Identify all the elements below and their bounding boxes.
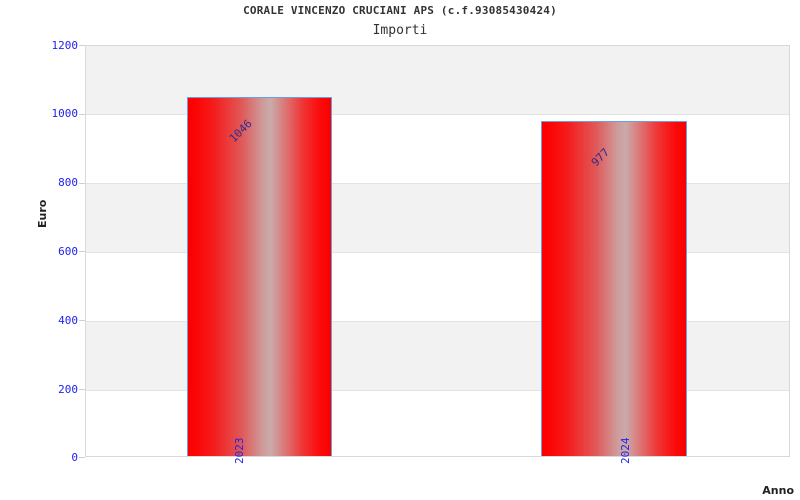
gridline-400 <box>86 321 789 322</box>
y-tick-label-400: 400 <box>58 314 78 327</box>
y-tick-label-0: 0 <box>71 451 78 464</box>
y-tick-label-1000: 1000 <box>51 107 79 120</box>
y-tick-mark-600 <box>79 251 85 252</box>
x-axis-title: Anno <box>762 484 794 497</box>
gridline-600 <box>86 252 789 253</box>
y-tick-mark-1000 <box>79 114 85 115</box>
x-tick-label-2024: 2024 <box>619 437 632 465</box>
y-tick-label-1200: 1200 <box>51 39 79 52</box>
gridline-800 <box>86 183 789 184</box>
y-tick-label-800: 800 <box>58 176 78 189</box>
bar-2024[interactable] <box>541 121 687 456</box>
y-tick-mark-1200 <box>79 45 85 46</box>
chart-subtitle: Importi <box>372 23 428 38</box>
y-tick-mark-0 <box>79 457 85 458</box>
y-axis: 1200 1000 800 600 400 200 0 <box>0 0 79 500</box>
y-tick-mark-200 <box>79 389 85 390</box>
x-tick-label-2023: 2023 <box>233 437 246 465</box>
y-tick-label-200: 200 <box>58 383 78 396</box>
y-tick-label-600: 600 <box>58 245 78 258</box>
bar-2023[interactable] <box>187 97 332 456</box>
gridline-1000 <box>86 114 789 115</box>
y-tick-mark-400 <box>79 320 85 321</box>
y-axis-title: Euro <box>36 199 49 228</box>
y-tick-mark-800 <box>79 183 85 184</box>
chart-title: CORALE VINCENZO CRUCIANI APS (c.f.930854… <box>243 4 557 17</box>
plot-area: 1046 977 <box>85 45 790 457</box>
gridline-200 <box>86 390 789 391</box>
